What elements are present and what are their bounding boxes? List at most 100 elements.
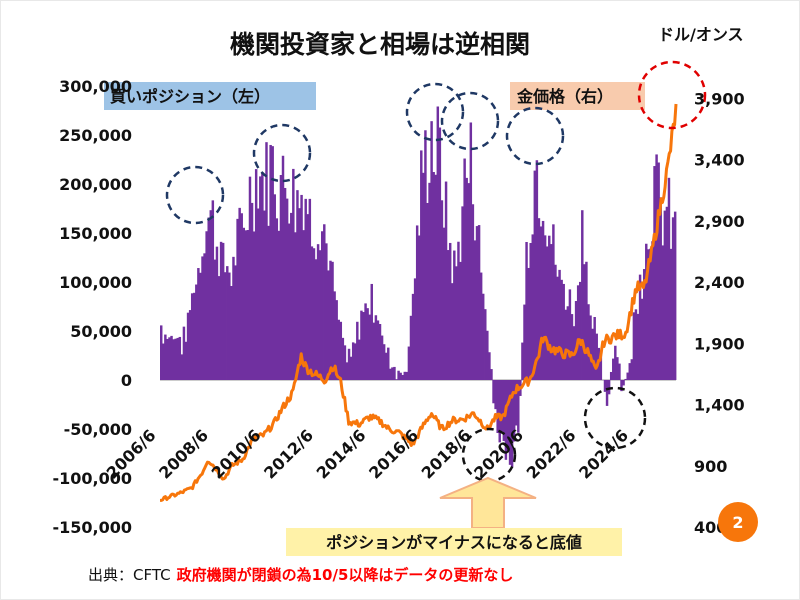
right-axis-tick-label: 2,400 [694, 273, 745, 292]
position-bar [636, 313, 640, 380]
position-bar [568, 289, 572, 380]
position-bar [475, 226, 479, 380]
position-bar [665, 206, 669, 380]
right-axis-tick-label: 1,400 [694, 396, 745, 415]
position-bar [415, 225, 419, 380]
position-bar [265, 142, 268, 380]
position-bar [347, 348, 351, 380]
position-bar [234, 265, 237, 380]
position-bar [362, 312, 365, 380]
position-bar [488, 352, 491, 380]
annotation-circle [505, 106, 565, 166]
position-bar [436, 106, 440, 380]
position-bar [401, 374, 404, 380]
position-bar [238, 207, 241, 380]
position-bar [178, 336, 182, 380]
position-bar [663, 210, 667, 380]
position-bar [306, 214, 309, 380]
position-bar [351, 342, 355, 380]
position-bar [395, 379, 398, 380]
position-bar [647, 249, 650, 380]
right-axis-tick-label: 900 [694, 457, 727, 476]
right-axis-tick-label: 3,400 [694, 151, 745, 170]
position-bar [413, 278, 417, 380]
position-bar [384, 352, 388, 380]
source-note: 政府機関が閉鎖の為10/5以降はデータの更新なし [177, 566, 514, 584]
position-bar [486, 330, 489, 380]
position-bar [428, 182, 431, 380]
position-bar [312, 248, 316, 380]
position-bar [188, 310, 192, 380]
position-bar [349, 356, 353, 380]
position-bar [620, 380, 623, 392]
right-axis-tick-label: 1,900 [694, 334, 745, 353]
position-bar [595, 333, 598, 380]
position-bar [446, 250, 450, 380]
position-bar [521, 342, 524, 380]
position-bar [502, 380, 506, 441]
position-bar [667, 177, 671, 380]
position-bar [512, 380, 516, 442]
position-bar [391, 367, 394, 380]
position-bar [426, 202, 429, 380]
position-bar [634, 309, 638, 380]
position-bar [609, 371, 613, 380]
position-bar [310, 246, 314, 380]
position-bar [506, 380, 510, 453]
position-bar [300, 194, 303, 380]
position-bar [589, 315, 592, 380]
position-bar [453, 250, 456, 380]
position-bar [616, 357, 619, 380]
position-bar [320, 231, 324, 380]
position-bar [554, 264, 557, 380]
position-bar [541, 220, 545, 380]
position-bar [283, 187, 287, 380]
position-bar [252, 231, 256, 380]
position-bar [248, 176, 252, 380]
position-bar [418, 235, 421, 380]
position-bar [329, 260, 332, 380]
position-bar [180, 354, 184, 380]
position-bar [341, 337, 345, 380]
position-bar [389, 368, 392, 380]
position-bar [199, 272, 202, 380]
position-bar [221, 242, 225, 380]
position-bar [302, 230, 305, 380]
position-bar [649, 248, 652, 380]
position-bar [630, 359, 634, 380]
left-axis-tick-label: -50,000 [64, 420, 132, 439]
position-bar [517, 380, 520, 433]
position-bar [558, 269, 561, 380]
position-bar [354, 343, 357, 380]
position-bar [370, 283, 373, 380]
position-bar [325, 243, 328, 380]
position-bar [618, 363, 621, 380]
position-bar [469, 122, 473, 380]
position-bar [246, 230, 250, 380]
position-bar [257, 208, 260, 380]
annotation-circle [165, 165, 225, 225]
position-bar [399, 372, 402, 380]
position-bar [587, 304, 590, 380]
position-bar [166, 338, 169, 380]
position-bar [232, 256, 235, 380]
page-number: 2 [732, 513, 743, 532]
x-axis-tick-label: 2022/6 [523, 426, 580, 483]
position-bar [263, 210, 266, 380]
position-bar [420, 150, 423, 380]
position-bar [599, 352, 603, 380]
position-bar [223, 272, 227, 380]
position-bar [484, 309, 487, 380]
annotation-circle [637, 60, 707, 130]
position-bar [160, 325, 163, 380]
position-bar [531, 234, 534, 380]
position-bar [498, 380, 501, 443]
x-axis-tick-label: 2010/6 [208, 426, 265, 483]
left-axis-tick-label: 200,000 [59, 175, 132, 194]
position-bar [455, 266, 458, 380]
position-bar [448, 242, 452, 380]
position-bar [477, 225, 481, 380]
position-bar [162, 343, 165, 380]
position-bar [215, 246, 219, 380]
